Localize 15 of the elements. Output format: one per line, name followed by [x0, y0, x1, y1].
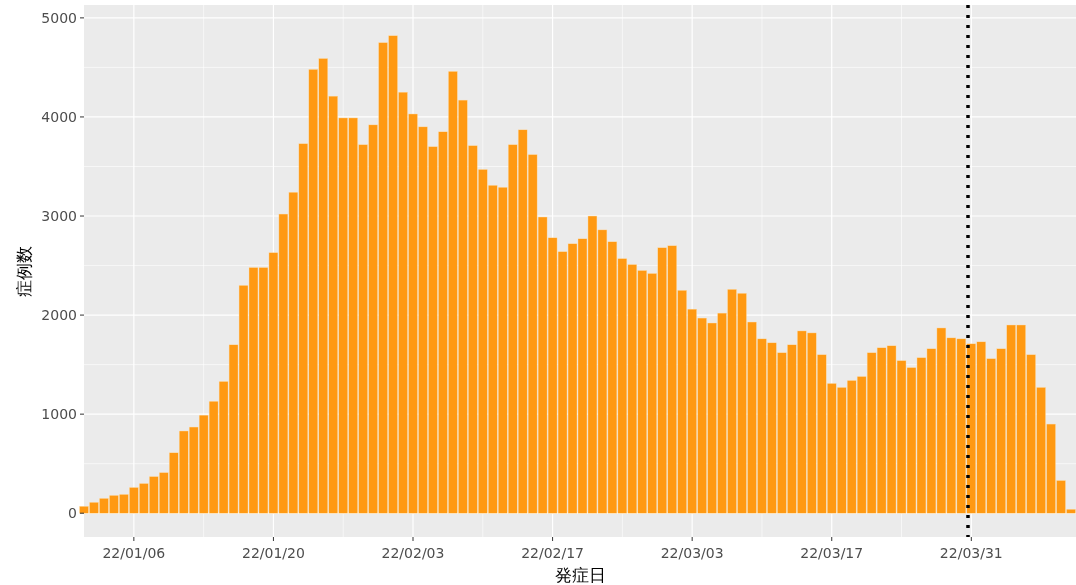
x-tick: 22/01/06	[102, 545, 166, 561]
y-tick: 0	[68, 505, 77, 522]
y-tick: 1000	[41, 406, 77, 423]
y-tick: 4000	[41, 108, 77, 125]
y-label: 症例数	[14, 245, 34, 297]
x-tick: 22/02/17	[521, 545, 585, 561]
x-tick: 22/01/20	[242, 545, 305, 561]
y-tick: 5000	[41, 9, 77, 26]
x-label: 発症日	[554, 565, 606, 585]
x-tick: 22/03/03	[660, 545, 724, 561]
x-tick: 22/03/17	[800, 545, 864, 561]
y-tick: 2000	[41, 307, 77, 324]
x-tick: 22/03/31	[939, 545, 1003, 561]
y-tick: 3000	[41, 208, 77, 224]
x-tick: 22/02/03	[381, 545, 445, 561]
